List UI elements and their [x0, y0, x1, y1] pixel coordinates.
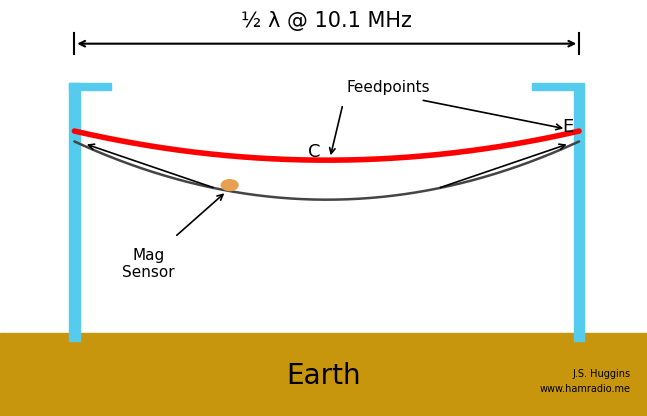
Circle shape: [221, 180, 238, 191]
Bar: [574, 83, 584, 341]
Text: E: E: [562, 118, 573, 136]
Text: Feedpoints: Feedpoints: [346, 80, 430, 95]
Bar: [532, 83, 574, 90]
Bar: [0, 333, 647, 416]
Text: J.S. Huggins: J.S. Huggins: [573, 369, 631, 379]
Text: Mag
Sensor: Mag Sensor: [122, 248, 175, 280]
Text: www.hamradio.me: www.hamradio.me: [540, 384, 631, 394]
Text: Earth: Earth: [286, 362, 361, 391]
Bar: [69, 83, 80, 341]
Text: ½ λ @ 10.1 MHz: ½ λ @ 10.1 MHz: [241, 11, 412, 31]
Text: C: C: [307, 143, 320, 161]
Bar: [69, 83, 111, 90]
